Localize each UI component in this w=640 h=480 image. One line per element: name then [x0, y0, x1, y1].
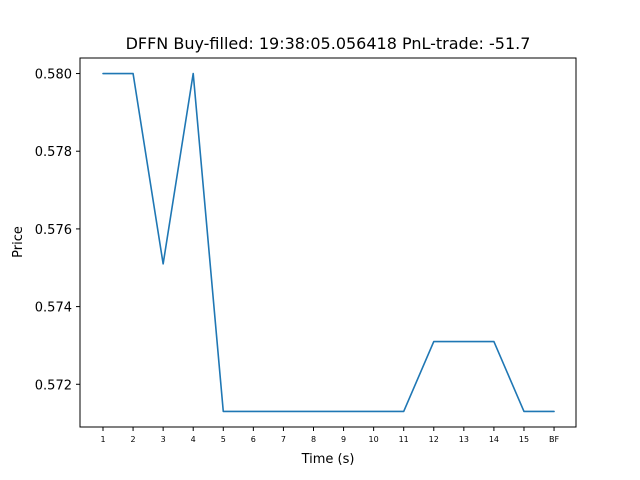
y-axis-label: Price [11, 226, 26, 258]
y-tick-label: 0.574 [35, 301, 72, 316]
series-point [132, 73, 134, 75]
x-tick-label: 4 [191, 435, 196, 444]
y-axis: 0.572 0.574 0.576 0.578 0.580 [35, 68, 80, 393]
x-tick-label: 13 [459, 435, 469, 444]
y-tick-label: 0.580 [35, 68, 72, 83]
series-point [282, 410, 284, 412]
series-point [343, 410, 345, 412]
series-point [102, 73, 104, 75]
plot-frame [79, 57, 577, 428]
series-point [463, 341, 465, 343]
series-point [222, 410, 224, 412]
x-tick-label: 10 [369, 435, 379, 444]
series-point [162, 263, 164, 265]
x-tick-label: 2 [131, 435, 136, 444]
x-tick-label: 14 [489, 435, 499, 444]
x-axis-label: Time (s) [301, 452, 355, 467]
x-tick-label: 11 [399, 435, 409, 444]
x-tick-label: 15 [519, 435, 529, 444]
series-point [373, 410, 375, 412]
series-point [252, 410, 254, 412]
series-point [433, 341, 435, 343]
series-point [523, 410, 525, 412]
series-point [553, 410, 555, 412]
x-tick-label: 7 [281, 435, 286, 444]
series-layer [102, 72, 555, 413]
x-axis: 1 2 3 4 5 6 7 8 9 10 11 12 13 14 15 BF [100, 427, 559, 444]
series-point [312, 410, 314, 412]
x-tick-label: 9 [341, 435, 346, 444]
x-tick-label: 3 [161, 435, 166, 444]
series-point [493, 341, 495, 343]
y-tick-label: 0.576 [35, 223, 72, 238]
chart-title: DFFN Buy-filled: 19:38:05.056418 PnL-tra… [126, 34, 531, 53]
series-point [192, 73, 194, 75]
plot-area [79, 57, 577, 428]
series-line [102, 72, 555, 413]
series-point [403, 410, 405, 412]
y-tick-label: 0.572 [35, 378, 72, 393]
x-tick-label: 5 [221, 435, 226, 444]
x-tick-label: 12 [429, 435, 439, 444]
x-tick-label: 8 [311, 435, 316, 444]
x-tick-label: 6 [251, 435, 256, 444]
x-tick-label: BF [549, 435, 559, 444]
y-tick-label: 0.578 [35, 145, 72, 160]
x-tick-label: 1 [100, 435, 105, 444]
